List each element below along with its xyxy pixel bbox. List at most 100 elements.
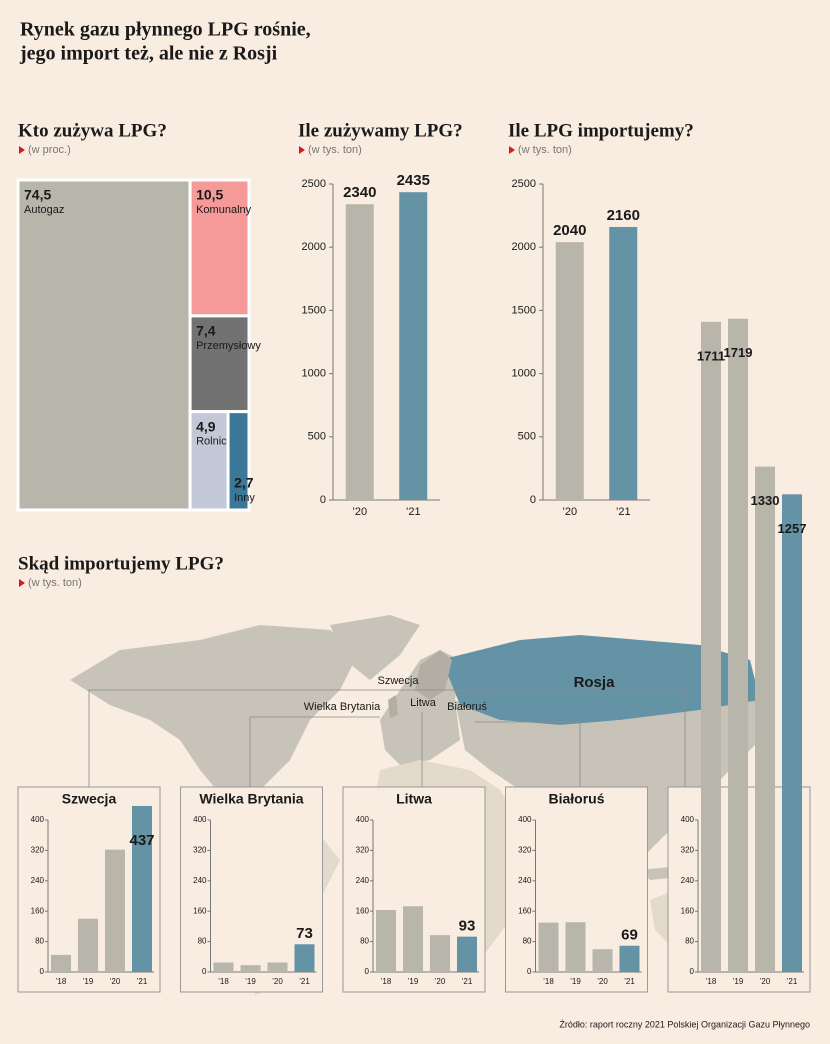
x-tick-label: ’21 [137,977,148,986]
x-tick-label: ’18 [706,977,717,986]
panel-title: Litwa [396,791,432,807]
panel-title: Wielka Brytania [199,791,303,807]
bar [619,945,640,972]
value-label: 74,5 [24,187,51,203]
y-tick-label: 0 [527,967,532,976]
y-tick-label: 0 [320,494,326,506]
bar [728,318,748,972]
map-label: Litwa [410,697,437,709]
treemap-cell [188,410,230,512]
y-tick-label: 2000 [512,241,536,253]
y-tick-label: 0 [530,494,536,506]
category-label: Komunalny [196,204,252,216]
y-tick-label: 320 [31,846,45,855]
y-tick-label: 400 [193,815,207,824]
treemap-cell [16,178,192,512]
x-tick-label: ’21 [406,506,421,518]
bar [457,936,477,972]
x-tick-label: ’21 [616,506,631,518]
scandinavia [415,650,452,700]
title-line: Rynek gazu płynnego LPG rośnie, [20,19,311,41]
y-tick-label: 0 [40,967,45,976]
y-tick-label: 2500 [512,178,536,190]
bar [240,965,261,972]
chart-subtitle: (w proc.) [28,144,71,156]
y-tick-label: 240 [518,876,532,885]
great-britain [388,695,398,718]
x-tick-label: ’21 [624,977,635,986]
bar [294,944,315,972]
treemap-cell [226,410,251,512]
bar [78,918,98,972]
bar [609,226,638,500]
value-label: 2160 [607,207,640,224]
y-tick-label: 320 [193,846,207,855]
y-tick-label: 80 [685,937,694,946]
value-label: 2,7 [234,475,254,491]
value-label: 93 [459,918,476,935]
chart-subtitle: (w tys. ton) [28,577,82,589]
y-tick-label: 1000 [302,368,326,380]
bar [213,962,234,972]
chart-subtitle: (w tys. ton) [308,144,362,156]
bar [376,910,396,972]
value-label: 73 [296,925,313,942]
y-tick-label: 400 [31,815,45,824]
north-america [70,625,360,810]
source: Źródło: raport roczny 2021 Polskiej Orga… [559,1019,810,1029]
category-label: Autogaz [24,204,64,216]
value-label: 69 [621,927,638,944]
connector [249,716,380,787]
x-tick-label: ’20 [352,506,367,518]
y-tick-label: 320 [681,846,695,855]
x-tick-label: ’19 [245,977,256,986]
x-tick-label: ’18 [543,977,554,986]
y-tick-label: 400 [681,815,695,824]
category-label: Inny [234,492,255,504]
bar [701,321,721,972]
x-tick-label: ’21 [462,977,473,986]
y-tick-label: 240 [356,876,370,885]
x-tick-label: ’21 [787,977,798,986]
map-label: Wielka Brytania [304,701,381,713]
panel-title: Szwecja [62,791,117,807]
bar [105,849,125,972]
map-label: Rosja [574,674,616,691]
marker [299,146,305,154]
connector [88,689,686,787]
value-label: 1711 [697,348,725,363]
x-tick-label: ’20 [597,977,608,986]
y-tick-label: 2500 [302,178,326,190]
x-tick-label: ’19 [733,977,744,986]
y-tick-label: 0 [690,967,695,976]
value-label: 1257 [778,521,807,536]
y-tick-label: 320 [356,846,370,855]
bar [399,192,428,500]
bar [538,922,559,972]
treemap-cell [188,314,251,414]
bar [430,935,450,972]
bar [592,949,613,972]
panel-title: Białoruś [548,791,604,807]
bar [267,962,288,972]
x-tick-label: ’21 [299,977,310,986]
bar [755,466,775,972]
chart-title: Kto zużywa LPG? [18,120,167,141]
y-tick-label: 400 [518,815,532,824]
bar [345,204,374,500]
map-label: Białoruś [447,701,487,713]
y-tick-label: 240 [31,876,45,885]
bar [403,906,423,972]
y-tick-label: 500 [518,431,536,443]
y-tick-label: 160 [681,906,695,915]
y-tick-label: 500 [308,431,326,443]
y-tick-label: 320 [518,846,532,855]
y-tick-label: 1500 [302,304,326,316]
marker [19,146,25,154]
bar [565,922,586,972]
x-tick-label: ’20 [760,977,771,986]
value-label: 4,9 [196,418,216,434]
x-tick-label: ’18 [218,977,229,986]
value-label: 1330 [751,493,780,508]
y-tick-label: 2000 [302,241,326,253]
